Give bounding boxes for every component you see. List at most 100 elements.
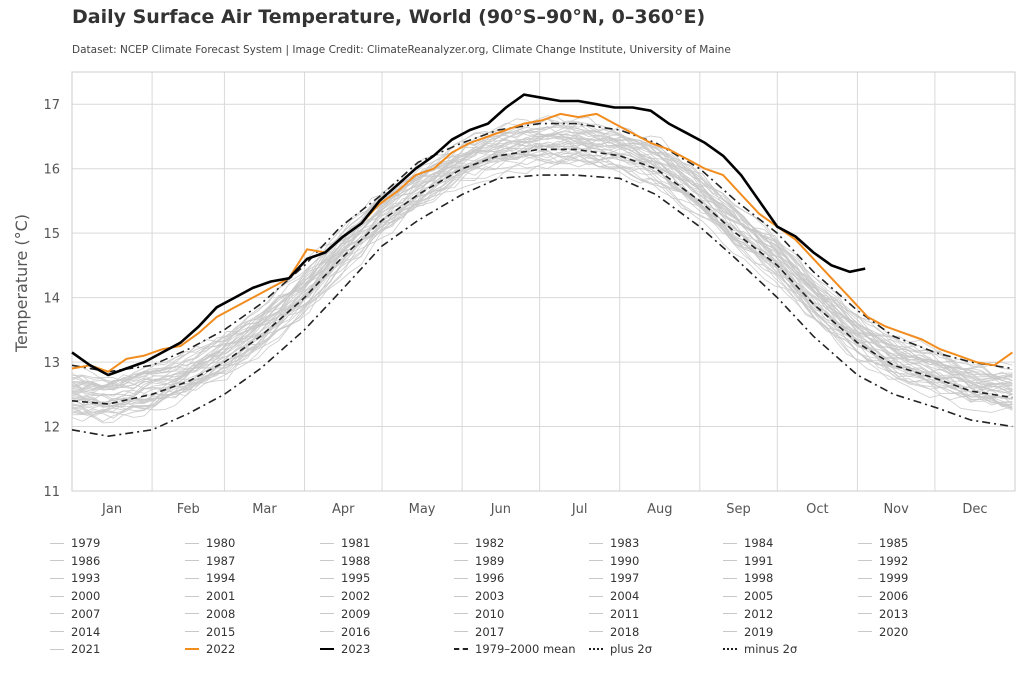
series-line-1982 [71,151,1013,416]
legend-item-2003[interactable]: 2003 [454,587,504,605]
legend-swatch [723,648,737,651]
legend-swatch [723,595,737,597]
legend-item-1988[interactable]: 1988 [320,552,370,570]
legend-swatch [454,648,468,651]
legend-item-2018[interactable]: 2018 [589,623,639,641]
legend-label: 2023 [341,642,371,657]
series-line-2016 [71,123,1013,388]
legend-item-1998[interactable]: 1998 [723,569,773,587]
legend-label: 2003 [475,589,505,604]
x-tick-label: Jul [571,502,588,517]
legend-label: 1985 [879,536,909,550]
legend-label: 1998 [744,571,774,586]
legend-item-2021[interactable]: 2021 [50,640,100,658]
legend-item-1989[interactable]: 1989 [454,552,504,570]
legend-item-2014[interactable]: 2014 [50,623,100,641]
legend-item-1983[interactable]: 1983 [589,534,639,552]
legend-item-2011[interactable]: 2011 [589,605,639,623]
legend-item-2005[interactable]: 2005 [723,587,773,605]
series-line-minus-2sigma [71,174,1013,438]
legend-swatch [454,631,468,632]
legend-swatch [185,577,199,579]
legend-item-2001[interactable]: 2001 [185,587,235,605]
legend-item-2015[interactable]: 2015 [185,623,235,641]
legend-item-1981[interactable]: 1981 [320,534,370,552]
series-line-2006 [71,131,1013,395]
legend-item-2019[interactable]: 2019 [723,623,773,641]
legend-item-2017[interactable]: 2017 [454,623,504,641]
x-tick-label: Sep [726,502,751,517]
legend-item-1979-2000-mean[interactable]: 1979–2000 mean [454,640,576,658]
series-line-1980 [71,153,1013,418]
legend-swatch [858,613,872,615]
legend-label: 2006 [879,589,909,604]
legend-label: 2004 [610,589,640,604]
legend-swatch [858,631,872,632]
legend-item-2004[interactable]: 2004 [589,587,639,605]
legend-item-2007[interactable]: 2007 [50,605,100,623]
series-line-2017 [71,115,1013,389]
y-axis-title: Temperature (°C) [12,214,31,353]
legend-label: 2020 [879,624,909,639]
x-tick-label: Mar [252,502,277,517]
legend-item-2006[interactable]: 2006 [858,587,908,605]
legend-label: 2005 [744,589,774,604]
legend-label: 1988 [341,553,371,568]
legend-label: 1996 [475,571,505,586]
legend-item-1995[interactable]: 1995 [320,569,370,587]
legend-item-minus-2-[interactable]: minus 2σ [723,640,797,658]
legend-item-2020[interactable]: 2020 [858,623,908,641]
legend-item-2000[interactable]: 2000 [50,587,100,605]
legend-swatch [589,595,603,597]
legend-label: 1979 [71,536,101,550]
highlight-years-layer [71,93,1013,377]
legend-item-1985[interactable]: 1985 [858,534,908,552]
series-line-2003 [71,125,1013,390]
legend-item-2002[interactable]: 2002 [320,587,370,605]
legend-item-2013[interactable]: 2013 [858,605,908,623]
legend-swatch [50,595,64,597]
legend-item-1986[interactable]: 1986 [50,552,100,570]
legend-item-1993[interactable]: 1993 [50,569,100,587]
y-tick-label: 15 [43,227,60,242]
legend-label: plus 2σ [610,642,653,657]
legend-item-1992[interactable]: 1992 [858,552,908,570]
legend-item-1987[interactable]: 1987 [185,552,235,570]
legend-label: 2010 [475,606,505,621]
legend-label: 1989 [475,553,505,568]
x-tick-label: Oct [806,502,828,517]
legend-item-1984[interactable]: 1984 [723,534,773,552]
y-tick-label: 11 [43,485,60,500]
legend-swatch [589,648,603,651]
legend-item-2022[interactable]: 2022 [185,640,235,658]
series-line-2008 [71,139,1013,398]
legend-label: 2013 [879,606,909,621]
legend-item-1979[interactable]: 1979 [50,534,100,552]
legend-item-2008[interactable]: 2008 [185,605,235,623]
legend-item-2010[interactable]: 2010 [454,605,504,623]
legend-item-2016[interactable]: 2016 [320,623,370,641]
legend-item-plus-2-[interactable]: plus 2σ [589,640,652,658]
statistics-layer [71,122,1013,438]
legend-item-1990[interactable]: 1990 [589,552,639,570]
legend-label: 1986 [71,553,101,568]
x-tick-label: Dec [962,502,987,517]
legend-swatch [858,595,872,597]
legend-item-1980[interactable]: 1980 [185,534,235,552]
legend-label: 1987 [206,553,236,568]
y-tick-label: 16 [43,163,60,178]
legend-item-2023[interactable]: 2023 [320,640,370,658]
legend-item-2012[interactable]: 2012 [723,605,773,623]
legend-item-1982[interactable]: 1982 [454,534,504,552]
legend-item-1991[interactable]: 1991 [723,552,773,570]
legend-item-1996[interactable]: 1996 [454,569,504,587]
legend-item-1994[interactable]: 1994 [185,569,235,587]
legend-label: 2000 [71,589,101,604]
legend-item-2009[interactable]: 2009 [320,605,370,623]
legend-label: 2017 [475,624,505,639]
series-line-2002 [71,140,1013,405]
legend-item-1997[interactable]: 1997 [589,569,639,587]
legend-swatch [723,560,737,562]
legend-item-1999[interactable]: 1999 [858,569,908,587]
legend-label: 2015 [206,624,236,639]
